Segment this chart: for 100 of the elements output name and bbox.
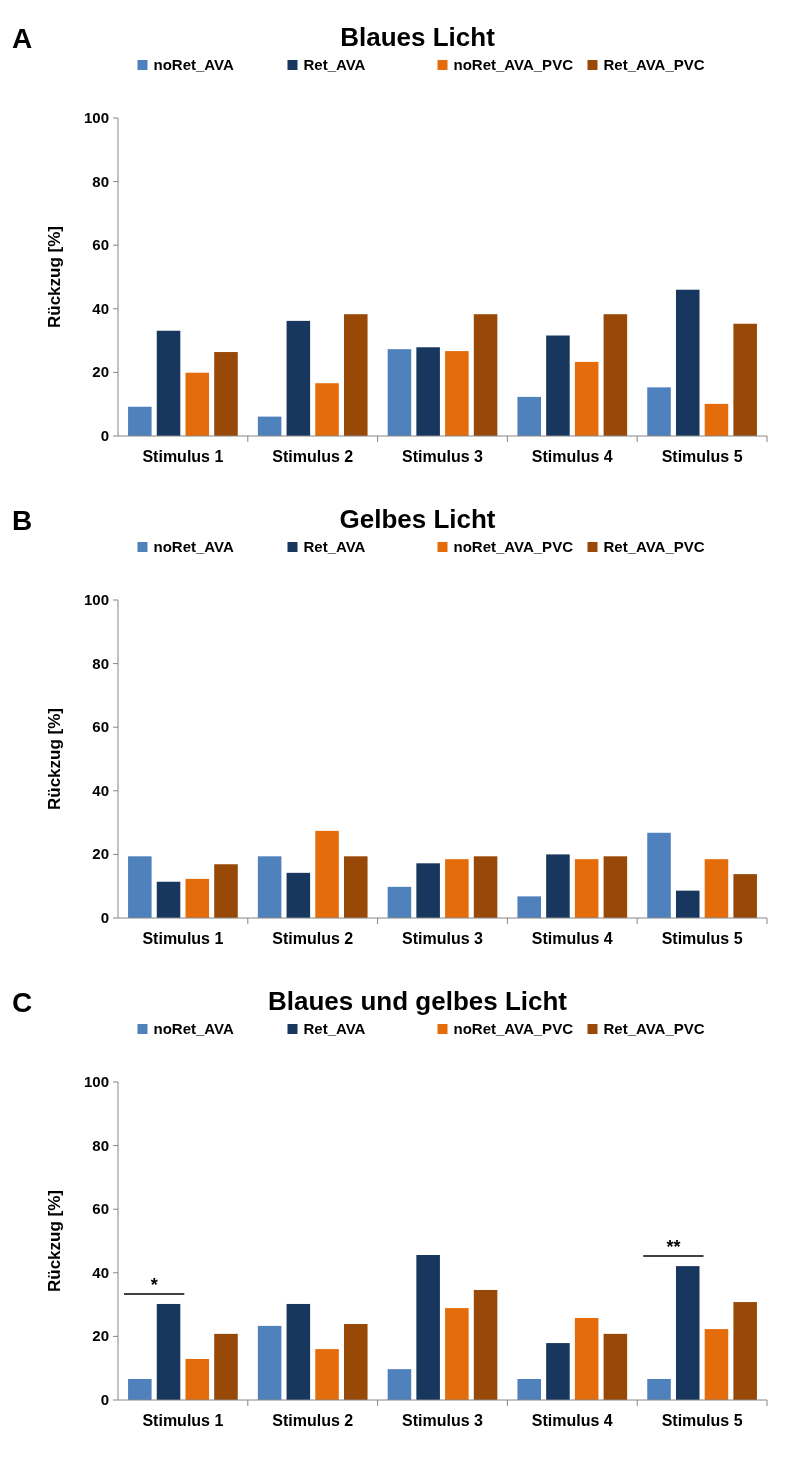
legend-label: noRet_AVA_PVC (453, 1020, 574, 1037)
bar (387, 1369, 412, 1400)
bar (675, 890, 700, 918)
bar (185, 878, 210, 918)
legend-label: noRet_AVA_PVC (453, 538, 574, 555)
bar (574, 361, 599, 436)
bar (473, 1289, 498, 1400)
bar (344, 856, 368, 918)
bar (704, 859, 729, 918)
y-tick-label: 80 (92, 654, 109, 672)
bar (128, 406, 152, 436)
x-tick-label: Stimulus 2 (272, 930, 354, 947)
bar (387, 886, 412, 918)
y-tick-label: 80 (92, 172, 109, 190)
y-tick-label: 20 (92, 845, 109, 863)
bar (445, 351, 469, 436)
bar (416, 1254, 440, 1400)
bar (387, 349, 412, 436)
bar (517, 1379, 541, 1400)
x-tick-label: Stimulus 3 (402, 1412, 484, 1429)
y-tick-label: 20 (92, 363, 109, 381)
bar (647, 832, 671, 918)
bar (185, 372, 210, 436)
bar (675, 289, 700, 436)
bar (445, 859, 469, 918)
bar (286, 320, 311, 436)
chart-title: Blaues und gelbes Licht (267, 986, 568, 1016)
y-tick-label: 100 (83, 591, 109, 608)
x-tick-label: Stimulus 5 (661, 448, 743, 465)
legend-label: Ret_AVA_PVC (603, 56, 705, 73)
y-tick-label: 40 (92, 1263, 109, 1281)
x-tick-label: Stimulus 3 (402, 930, 484, 947)
bar (416, 347, 440, 436)
x-tick-label: Stimulus 4 (531, 448, 613, 465)
y-tick-label: 60 (92, 236, 109, 254)
bar (733, 874, 757, 918)
bar (603, 856, 628, 918)
y-tick-label: 60 (92, 1200, 109, 1218)
bar (214, 864, 238, 918)
text: B (12, 505, 33, 536)
bar (517, 896, 541, 918)
bar (344, 1324, 368, 1400)
y-tick-label: 0 (100, 427, 109, 444)
bar (603, 1333, 628, 1400)
annotation: ** (666, 1237, 681, 1258)
annotation: * (150, 1274, 158, 1295)
bar (546, 1343, 570, 1400)
y-tick-label: 20 (92, 1327, 109, 1345)
legend-label: Ret_AVA (303, 56, 366, 73)
x-tick-label: Stimulus 2 (272, 1412, 354, 1429)
bar (344, 314, 368, 436)
chart-title: Blaues Licht (340, 22, 496, 52)
bar (286, 1303, 311, 1400)
bar (315, 830, 339, 918)
x-tick-label: Stimulus 4 (531, 930, 613, 947)
x-tick-label: Stimulus 3 (402, 448, 484, 465)
bar (473, 314, 498, 436)
bar (603, 314, 628, 436)
text: C (12, 987, 33, 1018)
bar (257, 856, 282, 918)
y-tick-label: 40 (92, 299, 109, 317)
bar (156, 881, 181, 918)
y-tick-label: 40 (92, 781, 109, 799)
legend-label: Ret_AVA_PVC (603, 1020, 705, 1037)
y-tick-label: 100 (83, 1073, 109, 1090)
bar (574, 1317, 599, 1400)
x-tick-label: Stimulus 2 (272, 448, 354, 465)
y-tick-label: 60 (92, 718, 109, 736)
legend-label: noRet_AVA (153, 56, 234, 73)
x-tick-label: Stimulus 1 (142, 448, 224, 465)
text: A (12, 23, 33, 54)
y-axis-title: Rückzug [%] (45, 708, 64, 810)
y-axis-title: Rückzug [%] (45, 1190, 64, 1292)
bar (733, 323, 757, 436)
bar (156, 330, 181, 436)
x-tick-label: Stimulus 1 (142, 930, 224, 947)
y-tick-label: 0 (100, 1391, 109, 1408)
bar (315, 383, 339, 436)
bar (733, 1302, 757, 1400)
x-tick-label: Stimulus 5 (661, 930, 743, 947)
bar (704, 403, 729, 436)
bar (517, 396, 541, 436)
bar (574, 859, 599, 918)
y-tick-label: 80 (92, 1136, 109, 1154)
legend-label: Ret_AVA (303, 538, 366, 555)
bar (647, 387, 671, 436)
bar (704, 1329, 729, 1400)
y-axis-title: Rückzug [%] (45, 226, 64, 328)
y-tick-label: 0 (100, 909, 109, 926)
bar (546, 335, 570, 436)
y-tick-label: 100 (83, 109, 109, 126)
x-tick-label: Stimulus 4 (531, 1412, 613, 1429)
legend-label: noRet_AVA_PVC (453, 56, 574, 73)
legend-label: noRet_AVA (153, 538, 234, 555)
bar (416, 863, 440, 918)
bar (214, 352, 238, 436)
bar (675, 1266, 700, 1400)
bar (445, 1308, 469, 1400)
bar (257, 416, 282, 436)
bar (473, 856, 498, 918)
